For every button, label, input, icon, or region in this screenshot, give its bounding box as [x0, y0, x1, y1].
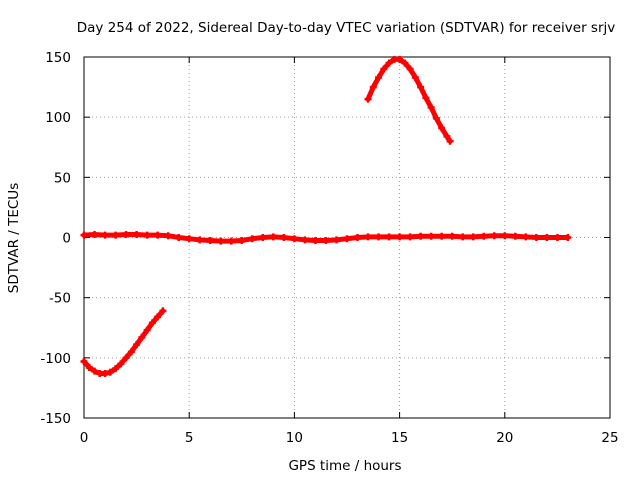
series-late-arc	[364, 55, 454, 145]
data-point	[522, 233, 530, 241]
data-point	[80, 231, 88, 239]
data-point	[364, 95, 372, 103]
data-point	[446, 137, 454, 145]
data-point	[91, 230, 99, 238]
data-point	[448, 232, 456, 240]
x-tick-label: 15	[391, 430, 408, 446]
data-point	[369, 83, 377, 91]
data-point	[501, 232, 509, 240]
x-tick-label: 25	[601, 430, 618, 446]
data-point	[401, 59, 409, 67]
data-point	[322, 237, 330, 245]
data-point	[343, 235, 351, 243]
data-point	[133, 230, 141, 238]
data-point	[332, 236, 340, 244]
data-point	[480, 232, 488, 240]
data-point	[469, 233, 477, 241]
data-point	[301, 236, 309, 244]
data-point	[154, 231, 162, 239]
data-point	[238, 237, 246, 245]
data-point	[564, 234, 572, 241]
data-point	[85, 363, 93, 371]
y-axis-label: SDTVAR / TECUs	[6, 183, 22, 293]
data-point	[438, 232, 446, 240]
data-point	[432, 114, 440, 122]
data-point	[490, 232, 498, 240]
data-point	[196, 236, 204, 244]
data-point	[543, 234, 551, 241]
series-early-arc	[80, 307, 167, 377]
y-tick-label: 100	[45, 110, 71, 126]
x-axis-label: GPS time / hours	[288, 458, 401, 474]
data-point	[385, 233, 393, 241]
data-point	[385, 59, 393, 67]
data-point	[106, 368, 114, 376]
y-tick-label: -50	[49, 291, 71, 307]
data-point	[185, 235, 193, 243]
data-point	[122, 354, 130, 362]
data-point	[375, 73, 383, 81]
data-point	[269, 233, 277, 241]
data-point	[417, 232, 425, 240]
x-tick-label: 10	[286, 430, 303, 446]
data-point	[290, 235, 298, 243]
data-point	[80, 357, 88, 365]
data-point	[101, 231, 109, 239]
data-point	[127, 348, 135, 356]
data-point	[406, 65, 414, 73]
y-tick-label: 50	[54, 170, 71, 186]
data-point	[396, 55, 404, 63]
data-point	[311, 237, 319, 245]
data-point	[406, 233, 414, 241]
data-point	[417, 83, 425, 91]
series-SDTVAR-near-zero	[80, 230, 572, 245]
x-tick-label: 5	[185, 430, 194, 446]
data-point	[159, 307, 167, 315]
data-point	[206, 237, 214, 245]
y-tick-label: -150	[40, 411, 71, 427]
data-point	[380, 65, 388, 73]
data-point	[364, 233, 372, 241]
data-point	[443, 132, 451, 140]
data-point	[138, 333, 146, 341]
chart-title: Day 254 of 2022, Sidereal Day-to-day VTE…	[77, 20, 616, 36]
data-point	[411, 73, 419, 81]
data-point	[396, 233, 404, 241]
y-tick-label: 150	[45, 50, 71, 66]
axis-ticks: 0 5 10 15 20 25 -150 -100 -50 0 50 100 150	[40, 50, 618, 446]
data-point	[217, 237, 225, 245]
data-point	[112, 231, 120, 239]
data-point	[438, 124, 446, 132]
data-point	[143, 231, 151, 239]
x-tick-label: 0	[80, 430, 89, 446]
data-point	[280, 234, 288, 241]
data-point	[259, 234, 267, 241]
data-point	[122, 230, 130, 238]
data-point	[227, 237, 235, 245]
data-point	[143, 326, 151, 334]
data-point	[112, 365, 120, 373]
data-point	[154, 313, 162, 321]
data-point	[553, 234, 561, 241]
data-point	[427, 232, 435, 240]
data-point	[175, 234, 183, 241]
data-point	[148, 319, 156, 327]
data-point	[354, 234, 362, 241]
data-point	[427, 104, 435, 112]
data-point	[532, 234, 540, 241]
data-point	[164, 232, 172, 240]
data-point	[133, 341, 141, 349]
y-tick-label: 0	[62, 231, 71, 247]
data-point	[511, 232, 519, 240]
data-point	[422, 94, 430, 102]
x-tick-label: 20	[496, 430, 513, 446]
data-point	[91, 367, 99, 375]
data-point	[117, 360, 125, 368]
data-point	[375, 233, 383, 241]
data-point	[248, 235, 256, 243]
series-layer	[80, 55, 572, 377]
data-point	[459, 233, 467, 241]
y-tick-label: -100	[40, 351, 71, 367]
